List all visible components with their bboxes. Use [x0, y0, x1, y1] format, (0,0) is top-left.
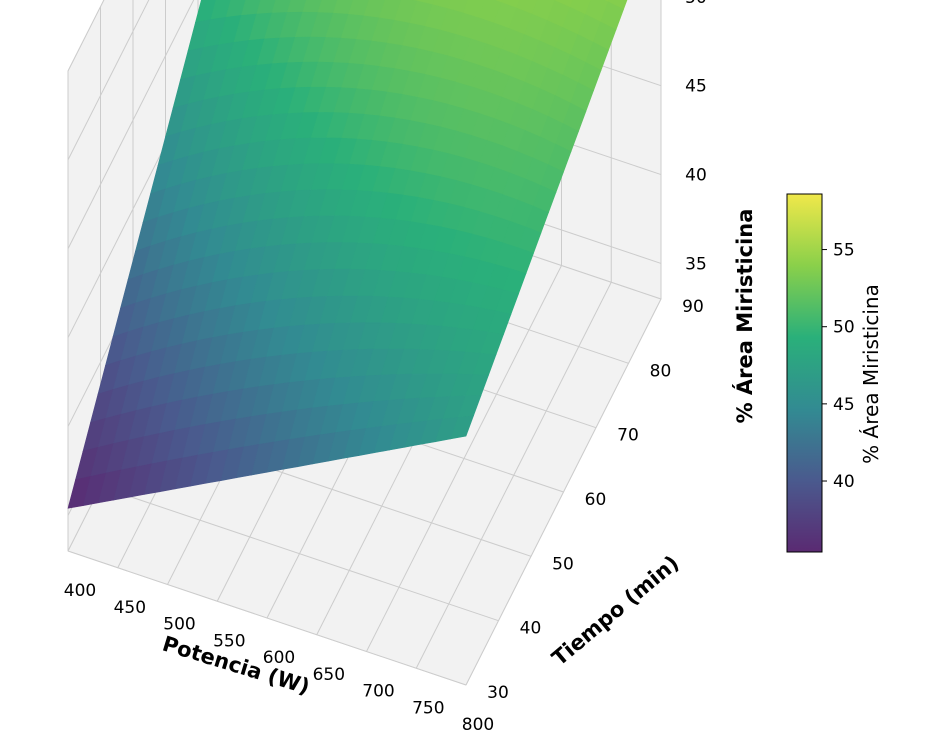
- grid-line: [67, 550, 467, 686]
- z-tick-label: 50: [685, 0, 707, 8]
- x-tick-label: 450: [114, 598, 146, 618]
- x-tick-label: 700: [362, 682, 394, 702]
- grid-line: [67, 0, 150, 161]
- colorbar-ticks: 40 45 50 55: [822, 241, 855, 492]
- z-axis-title: % Área Miristicina: [732, 209, 757, 424]
- y-tick-label: 70: [617, 426, 639, 446]
- y-tick-label: 40: [520, 619, 542, 639]
- x-tick-label: 650: [313, 665, 345, 685]
- y-tick-label: 60: [585, 490, 607, 510]
- grid-line: [67, 0, 195, 250]
- response-surface: [67, 0, 628, 509]
- colorbar-tick-label: 55: [833, 241, 855, 261]
- y-tick-label: 30: [487, 683, 509, 703]
- x-tick-label: 750: [412, 698, 444, 718]
- z-tick-label: 40: [685, 166, 707, 186]
- x-tick-label: 800: [462, 715, 494, 735]
- colorbar-tick-label: 45: [833, 395, 855, 415]
- y-tick-label: 90: [682, 297, 704, 317]
- z-tick-label: 45: [685, 77, 707, 97]
- colorbar-tick-label: 50: [833, 318, 855, 338]
- grid-line: [100, 486, 499, 622]
- x-tick-label: 600: [263, 648, 295, 668]
- tick-labels: 400 450 500 550 600 650 700 750 800 30 40 50 60 70 80 9…: [64, 0, 707, 735]
- surface-patch: [450, 415, 474, 440]
- colorbar-gradient: [786, 193, 823, 553]
- x-tick-label: 550: [213, 631, 245, 651]
- x-tick-label: 500: [163, 615, 195, 635]
- y-tick-label: 50: [552, 554, 574, 574]
- colorbar: 40 45 50 55 % Área Miristicina: [786, 193, 883, 553]
- colorbar-tick-label: 40: [833, 472, 855, 492]
- y-tick-label: 80: [650, 361, 672, 381]
- z-tick-label: 35: [685, 254, 707, 274]
- grid-line: [67, 0, 105, 72]
- colorbar-title: % Área Miristicina: [859, 284, 883, 464]
- x-tick-label: 400: [64, 581, 96, 601]
